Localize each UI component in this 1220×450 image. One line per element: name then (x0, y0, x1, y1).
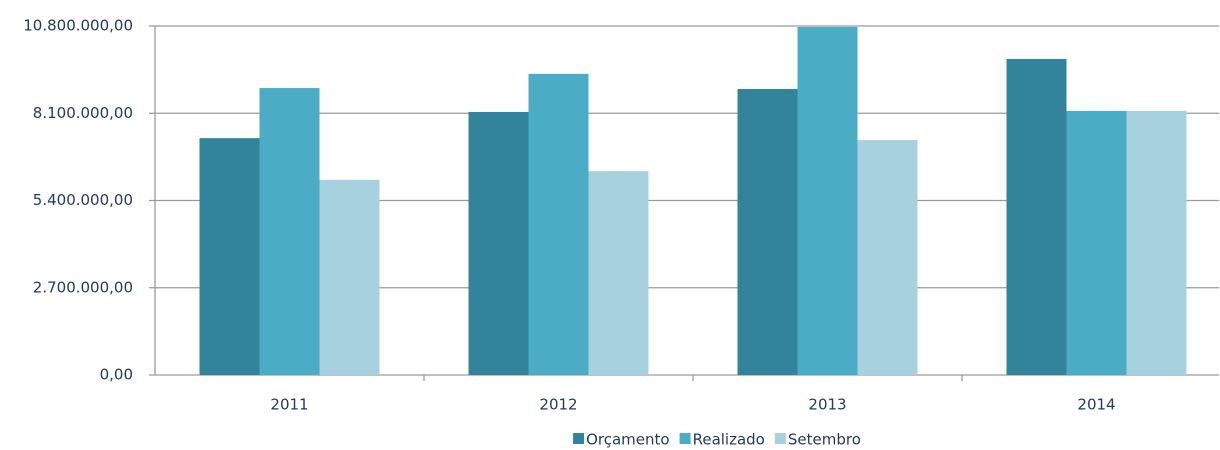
bar (737, 89, 798, 375)
bar (857, 140, 918, 375)
y-tick-label: 10.800.000,00 (23, 17, 133, 35)
bar (199, 138, 260, 375)
x-tick-label: 2014 (1077, 396, 1115, 414)
y-tick-label: 0,00 (100, 366, 133, 384)
bar (1006, 58, 1067, 375)
x-tick-label: 2011 (270, 396, 308, 414)
bar (319, 179, 380, 375)
legend-swatch (679, 433, 691, 444)
bar (468, 111, 529, 376)
bar (588, 171, 649, 375)
legend-label: Realizado (693, 431, 765, 449)
bar (259, 88, 320, 376)
y-tick-label: 5.400.000,00 (33, 191, 133, 209)
bar (1066, 110, 1127, 375)
bar (1126, 110, 1187, 375)
y-tick-label: 8.100.000,00 (33, 104, 133, 122)
legend-swatch (774, 433, 786, 444)
x-tick-label: 2013 (808, 396, 846, 414)
legend-label: Orçamento (586, 431, 670, 449)
y-tick-label: 2.700.000,00 (33, 278, 133, 296)
legend-label: Setembro (788, 431, 861, 449)
bar (528, 73, 589, 375)
x-tick-label: 2012 (539, 396, 577, 414)
legend-swatch (573, 433, 585, 444)
bar (797, 26, 858, 375)
